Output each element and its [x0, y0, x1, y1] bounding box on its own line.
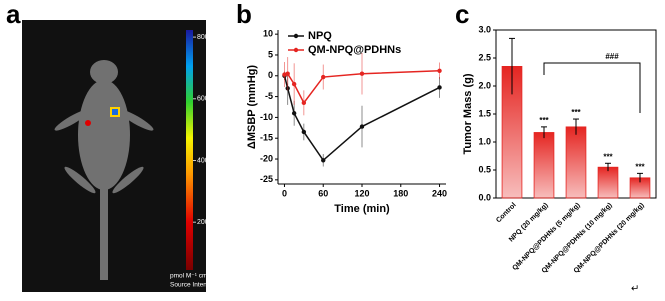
colorbar-tick-label: 6000.0 [197, 96, 219, 103]
y-axis-label: ΔMSBP (mmHg) [246, 65, 258, 149]
panel-label: c [455, 0, 469, 29]
x-tick-label: QM-NPQ@PDHNs (5 mg/kg) [511, 202, 581, 272]
y-tick-label: 2.0 [478, 80, 491, 90]
legend-label: NPQ [308, 30, 332, 42]
bar [597, 166, 619, 199]
x-tick-label: 180 [393, 188, 408, 198]
colorbar-tick-label: 2000.0 [197, 219, 219, 226]
colorbar-tick-label: 8000.0 [197, 34, 219, 41]
x-tick-label: QM-NPQ@PDHNs (10 mg/kg) [541, 202, 614, 275]
significance: *** [603, 152, 613, 161]
x-tick-label: QM-NPQ@PDHNs (20 mg/kg) [573, 202, 646, 275]
y-tick-label: 1.5 [478, 108, 491, 118]
y-tick-label: 0.0 [478, 192, 491, 202]
x-tick-label: 240 [432, 188, 447, 198]
y-tick-label: 3.0 [478, 24, 491, 34]
colorbar-title: Source Intensity [170, 282, 217, 289]
colorbar [186, 30, 193, 270]
x-tick-label: Control [495, 202, 518, 225]
point [437, 68, 442, 73]
y-tick-label: 1.0 [478, 136, 491, 146]
point [321, 158, 326, 163]
y-tick-label: 5 [268, 49, 273, 59]
footer-mark: ↵ [631, 284, 639, 295]
significance: *** [635, 162, 645, 171]
y-axis-label: Tumor Mass (g) [462, 73, 474, 154]
bracket [543, 62, 641, 113]
x-tick-label: 60 [318, 188, 328, 198]
y-tick-label: -25 [260, 174, 273, 184]
point [437, 85, 442, 90]
bar [565, 126, 587, 199]
point [285, 71, 290, 76]
point [291, 111, 297, 116]
y-tick-label: -15 [260, 133, 273, 143]
x-tick-label: 120 [354, 188, 369, 198]
point [301, 100, 307, 106]
y-tick-label: 2.5 [478, 52, 491, 62]
point [301, 129, 307, 135]
point [321, 74, 326, 80]
colorbar-unit: pmol M⁻¹ cm⁻¹ [170, 273, 214, 280]
point [291, 81, 297, 87]
x-tick-label: 0 [282, 188, 287, 198]
bar [533, 132, 555, 199]
bracket-label: ### [605, 52, 619, 61]
panel-label: a [6, 0, 21, 29]
legend-label: QM-NPQ@PDHNs [308, 44, 401, 56]
x-axis-label: Time (min) [334, 203, 390, 215]
y-tick-label: 0 [268, 70, 273, 80]
panel-label: b [236, 0, 252, 29]
point [359, 124, 365, 129]
point [359, 71, 365, 76]
legend-marker [293, 47, 299, 53]
colorbar-tick-label: 4000.0 [197, 157, 219, 164]
y-tick-label: -10 [260, 112, 273, 122]
significance: *** [539, 116, 549, 125]
signal-spot [110, 107, 120, 117]
y-tick-label: -5 [265, 91, 273, 101]
y-tick-label: -20 [260, 153, 273, 163]
y-tick-label: 10 [263, 29, 273, 39]
signal-spot [85, 120, 91, 126]
legend-marker [293, 33, 299, 39]
significance: *** [571, 108, 581, 117]
y-tick-label: 0.5 [478, 164, 491, 174]
